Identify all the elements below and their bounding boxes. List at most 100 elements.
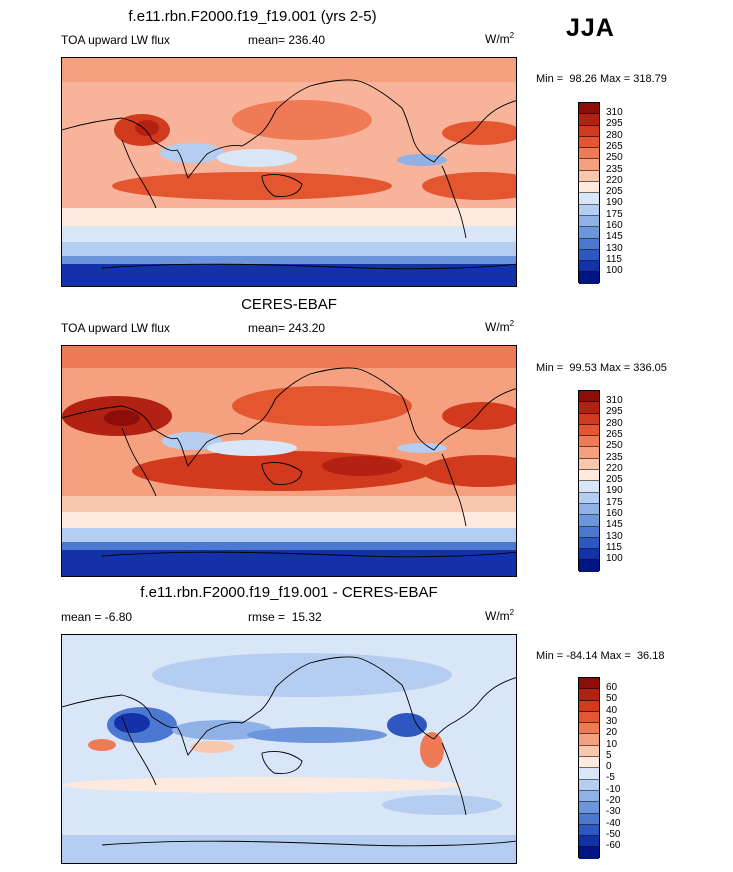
arctic-band (62, 346, 516, 368)
colorbar-swatch (579, 136, 599, 149)
north-pacific-warm (232, 100, 372, 140)
colorbar-swatch (579, 537, 599, 550)
panel-min-max: Min = 98.26 Max = 318.79 (536, 73, 667, 85)
antarctic-coast-band (62, 256, 516, 266)
southern-ocean-band (62, 226, 516, 244)
map-ceres-lw-flux (61, 345, 517, 577)
central-america-cold (387, 713, 427, 737)
colorbar-swatch (579, 272, 599, 284)
colorbar-swatch (579, 689, 599, 701)
south-subtropic-band (62, 208, 516, 228)
colorbar-swatch (579, 768, 599, 780)
arctic-band (62, 58, 516, 82)
colorbar-swatch (579, 515, 599, 527)
colorbar-tick-label: 100 (606, 265, 623, 276)
colorbar-tick-label: 130 (606, 531, 623, 542)
colorbar-tick-label: 145 (606, 519, 623, 530)
itcz-cold (397, 154, 447, 166)
colorbar-tick-label: 175 (606, 497, 623, 508)
colorbar-swatch (579, 757, 599, 769)
colorbar-tick-label: 220 (606, 463, 623, 474)
panel-min-max: Min = 99.53 Max = 336.05 (536, 362, 667, 374)
east-africa-peak (114, 713, 150, 733)
colorbar-swatch (579, 734, 599, 746)
panel-units: W/m2 (485, 608, 515, 623)
colorbar-tick-label: 295 (606, 406, 623, 417)
colorbar-swatch (579, 836, 599, 848)
panel-mean-label: mean= 243.20 (248, 321, 326, 335)
colorbar-tick-label: 100 (606, 553, 623, 564)
panel-title: CERES-EBAF (241, 296, 337, 313)
panel-units: W/m2 (485, 31, 515, 46)
colorbar-tick-label: 235 (606, 452, 623, 463)
colorbar-swatch (579, 470, 599, 482)
colorbar-tick-label: 265 (606, 141, 623, 152)
colorbar-tick-label: 265 (606, 429, 623, 440)
colorbar-swatch (579, 678, 599, 690)
colorbar-tick-label: 0 (606, 761, 612, 772)
panel-rmse-label: rmse = 15.32 (248, 610, 322, 624)
colorbar-tick-label: 20 (606, 727, 618, 738)
colorbar-swatch (579, 492, 599, 504)
coastlines (62, 656, 516, 847)
colorbar-swatch (579, 227, 599, 239)
colorbar-tick-label: 130 (606, 243, 623, 254)
panel-min-max: Min = -84.14 Max = 36.18 (536, 650, 665, 662)
colorbar-swatch (579, 700, 599, 712)
colorbar-swatch (579, 802, 599, 814)
south-pacific-peak (322, 456, 402, 476)
colorbar-tick-label: 205 (606, 186, 623, 197)
equatorial-pacific-cold (247, 727, 387, 743)
colorbar-tick-label: 40 (606, 705, 618, 716)
panel-title: f.e11.rbn.F2000.f19_f19.001 (yrs 2-5) (128, 8, 377, 25)
colorbar-swatch (579, 159, 599, 171)
colorbar-tick-label: -20 (606, 795, 621, 806)
warm-pool-cold (207, 440, 297, 456)
colorbar-swatch (579, 193, 599, 205)
colorbar-swatch (579, 215, 599, 228)
colorbar-tick-label: 175 (606, 209, 623, 220)
colorbar-swatch (579, 402, 599, 414)
colorbar-tick-label: 160 (606, 220, 623, 231)
north-pacific-warm (232, 386, 412, 426)
colorbar-tick-label: 10 (606, 739, 618, 750)
panel-title: f.e11.rbn.F2000.f19_f19.001 - CERES-EBAF (140, 584, 438, 601)
colorbar-observation (578, 390, 600, 572)
colorbar-tick-label: -30 (606, 806, 621, 817)
colorbar-swatch (579, 847, 599, 859)
colorbar-swatch (579, 549, 599, 561)
colorbar-swatch (579, 413, 599, 425)
arabia-peak (104, 410, 140, 426)
colorbar-swatch (579, 204, 599, 216)
colorbar-tick-label: 310 (606, 107, 623, 118)
colorbar-swatch (579, 824, 599, 837)
southern-ocean-band-2 (62, 242, 516, 256)
colorbar-swatch (579, 481, 599, 493)
colorbar-swatch (579, 790, 599, 803)
panel-mean-label: mean= 236.40 (248, 33, 326, 47)
colorbar-tick-label: 250 (606, 440, 623, 451)
map-model-lw-flux (61, 57, 517, 287)
colorbar-tick-label: 60 (606, 682, 618, 693)
colorbar-swatch (579, 447, 599, 459)
north-pacific-cold (152, 653, 452, 697)
antarctica-band (62, 835, 516, 863)
colorbar-swatch (579, 249, 599, 262)
antarctic-coast-band (62, 542, 516, 552)
colorbar-tick-label: 235 (606, 164, 623, 175)
west-africa-warm (88, 739, 116, 751)
amazon-warm (420, 732, 444, 768)
colorbar-tick-label: 220 (606, 175, 623, 186)
southern-ocean-band (62, 512, 516, 530)
colorbar-swatch (579, 745, 599, 758)
season-label: JJA (566, 14, 615, 42)
antarctica-band (62, 264, 516, 286)
north-atlantic-warm (442, 402, 516, 430)
colorbar-swatch (579, 436, 599, 448)
north-atlantic-warm (442, 121, 516, 145)
south-atlantic-warm-band (422, 172, 516, 200)
indian-monsoon-cold (162, 432, 222, 450)
colorbar-tick-label: 30 (606, 716, 618, 727)
panel-variable-label: TOA upward LW flux (61, 33, 170, 47)
colorbar-tick-label: -10 (606, 784, 621, 795)
